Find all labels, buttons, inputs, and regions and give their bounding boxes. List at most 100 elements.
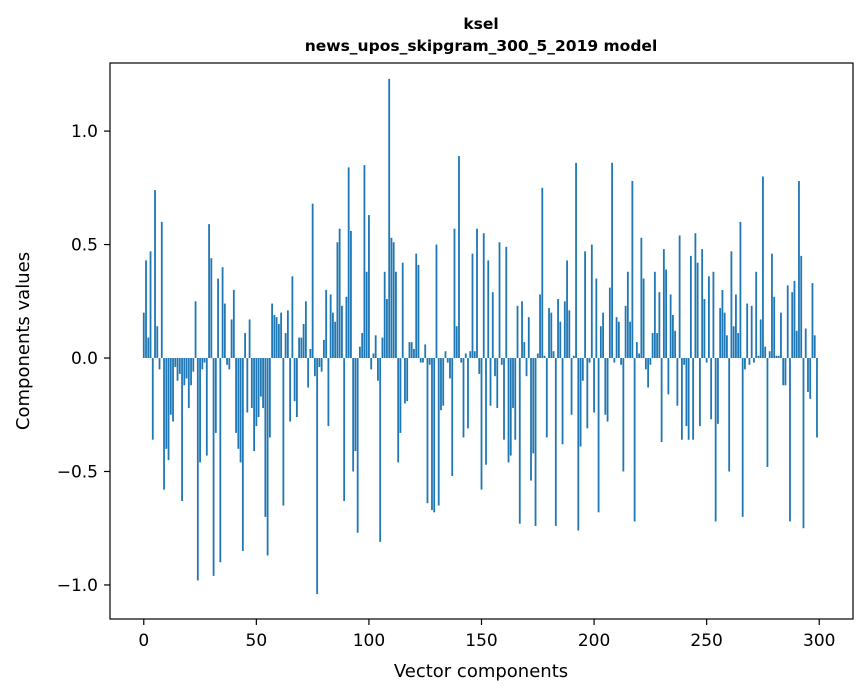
bar [471,253,474,359]
bar [199,358,201,463]
bar [327,358,330,427]
bar [757,355,760,359]
bar [379,358,382,542]
bar [626,271,629,359]
bar [703,299,706,359]
y-tick-label: 1.0 [71,122,98,142]
bar [356,358,359,533]
bar [608,287,611,359]
bar [500,358,503,365]
bar [226,358,228,365]
bar [590,244,593,359]
bar [588,358,591,363]
bar [503,358,505,440]
bar [142,312,145,359]
bar [237,358,240,449]
bar [174,358,177,368]
bar [784,358,787,386]
bar [309,348,312,359]
bar [683,358,686,365]
bar [723,312,726,359]
bar [392,242,395,359]
bar [658,292,661,359]
bar [426,358,429,504]
bar [755,271,758,359]
bar [359,346,361,359]
bar [424,344,427,359]
y-tick-label: −0.5 [57,462,98,482]
bar [708,276,710,359]
bar [505,246,508,359]
bar [313,358,316,377]
bar [559,321,562,359]
bar [701,249,704,359]
bar [316,358,319,595]
bar [595,278,598,359]
bar [689,255,692,359]
bar [190,358,192,386]
bar [271,303,274,359]
bar [633,358,636,522]
bar [489,358,492,406]
bar [435,244,438,359]
bar [653,271,656,359]
x-tick-label: 250 [690,631,722,651]
bar [581,358,584,381]
bar [717,358,719,424]
bar [748,358,751,365]
bar [764,346,767,359]
bar [268,358,271,438]
bar [181,358,183,501]
bar [214,358,217,433]
bar [570,358,573,415]
bar [205,358,208,456]
bar [665,269,668,359]
bar [295,358,298,418]
bar [539,294,541,359]
bar [620,358,622,365]
bar [415,253,418,359]
bar [660,358,663,442]
bar [176,358,179,381]
bar [780,312,782,359]
bar [395,271,397,359]
bar [545,358,548,438]
bar [368,215,370,359]
bar [685,358,688,427]
bar [518,358,521,524]
bar [719,308,722,359]
bar [253,358,255,452]
bar [467,358,469,429]
bar [277,323,280,359]
bar [480,358,483,490]
bar [523,342,526,359]
bar [223,303,226,359]
bar [548,308,550,359]
bar [322,339,325,359]
bar [169,358,172,415]
bar [275,317,278,359]
bar [561,358,564,445]
bar [622,358,625,472]
bar [678,235,681,359]
bar [250,358,253,408]
bar [777,355,780,359]
bar [804,328,807,359]
bar [370,358,373,370]
bar [203,358,206,363]
bar [575,162,577,359]
bar [183,358,186,386]
y-tick-label: −1.0 [57,576,98,596]
bar [192,358,195,372]
bar [286,310,289,359]
bar [230,319,233,359]
bar [244,333,246,359]
bar [451,358,454,477]
bar [210,258,213,359]
bar [291,276,294,359]
bar [219,358,222,563]
bar [408,342,411,359]
bar [446,358,449,363]
bar [514,358,517,440]
bar [149,251,152,359]
